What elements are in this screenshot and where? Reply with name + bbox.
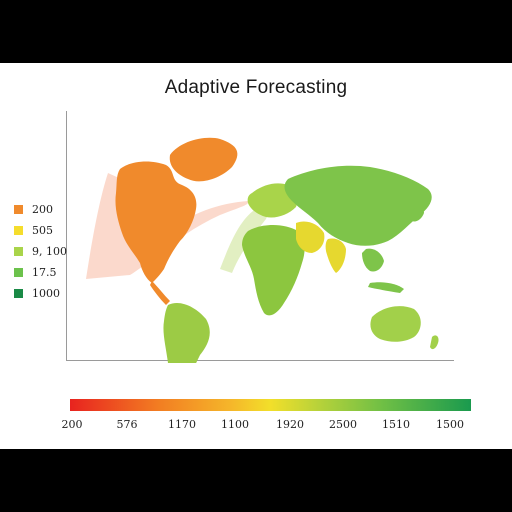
region-indonesia xyxy=(368,282,404,293)
scale-label: 2500 xyxy=(329,418,357,431)
region-southeast-asia xyxy=(362,248,384,272)
region-south-america xyxy=(163,302,210,363)
legend: 200 505 9, 100 17.5 1000 xyxy=(14,199,67,304)
legend-swatch xyxy=(14,226,23,235)
chart-title: Adaptive Forecasting xyxy=(164,77,348,98)
region-japan xyxy=(410,206,424,222)
legend-label: 200 xyxy=(32,203,53,216)
legend-item: 1000 xyxy=(14,283,67,304)
region-india xyxy=(325,238,346,273)
scale-label: 1100 xyxy=(221,418,249,431)
legend-label: 17.5 xyxy=(32,266,57,279)
region-europe xyxy=(247,183,298,218)
region-new-zealand xyxy=(430,335,439,350)
legend-swatch xyxy=(14,268,23,277)
region-north-america xyxy=(115,161,197,283)
color-scale-bar xyxy=(70,399,471,411)
legend-item: 9, 100 xyxy=(14,241,67,262)
color-scale-labels: 200 576 1170 1100 1920 2500 1510 1500 xyxy=(62,418,472,432)
scale-label: 1920 xyxy=(276,418,304,431)
scale-label: 1510 xyxy=(382,418,410,431)
world-map xyxy=(86,137,439,363)
legend-swatch xyxy=(14,289,23,298)
legend-item: 200 xyxy=(14,199,67,220)
region-middle-east xyxy=(296,221,325,253)
x-axis-line xyxy=(66,360,454,361)
scale-label: 576 xyxy=(116,418,138,431)
scale-label: 1500 xyxy=(436,418,464,431)
region-africa xyxy=(242,225,305,316)
legend-label: 1000 xyxy=(32,287,60,300)
legend-swatch xyxy=(14,247,23,256)
region-australia xyxy=(370,306,421,342)
legend-label: 9, 100 xyxy=(32,245,67,258)
legend-item: 17.5 xyxy=(14,262,67,283)
region-central-america xyxy=(150,281,170,305)
legend-swatch xyxy=(14,205,23,214)
legend-label: 505 xyxy=(32,224,53,237)
legend-item: 505 xyxy=(14,220,67,241)
scale-label: 1170 xyxy=(168,418,196,431)
y-axis-line xyxy=(66,111,67,361)
chart-canvas: Adaptive Forecasting 200 505 9, 100 17.5… xyxy=(0,63,512,449)
scale-label: 200 xyxy=(61,418,83,431)
region-greenland xyxy=(169,137,238,182)
region-asia xyxy=(284,165,432,246)
